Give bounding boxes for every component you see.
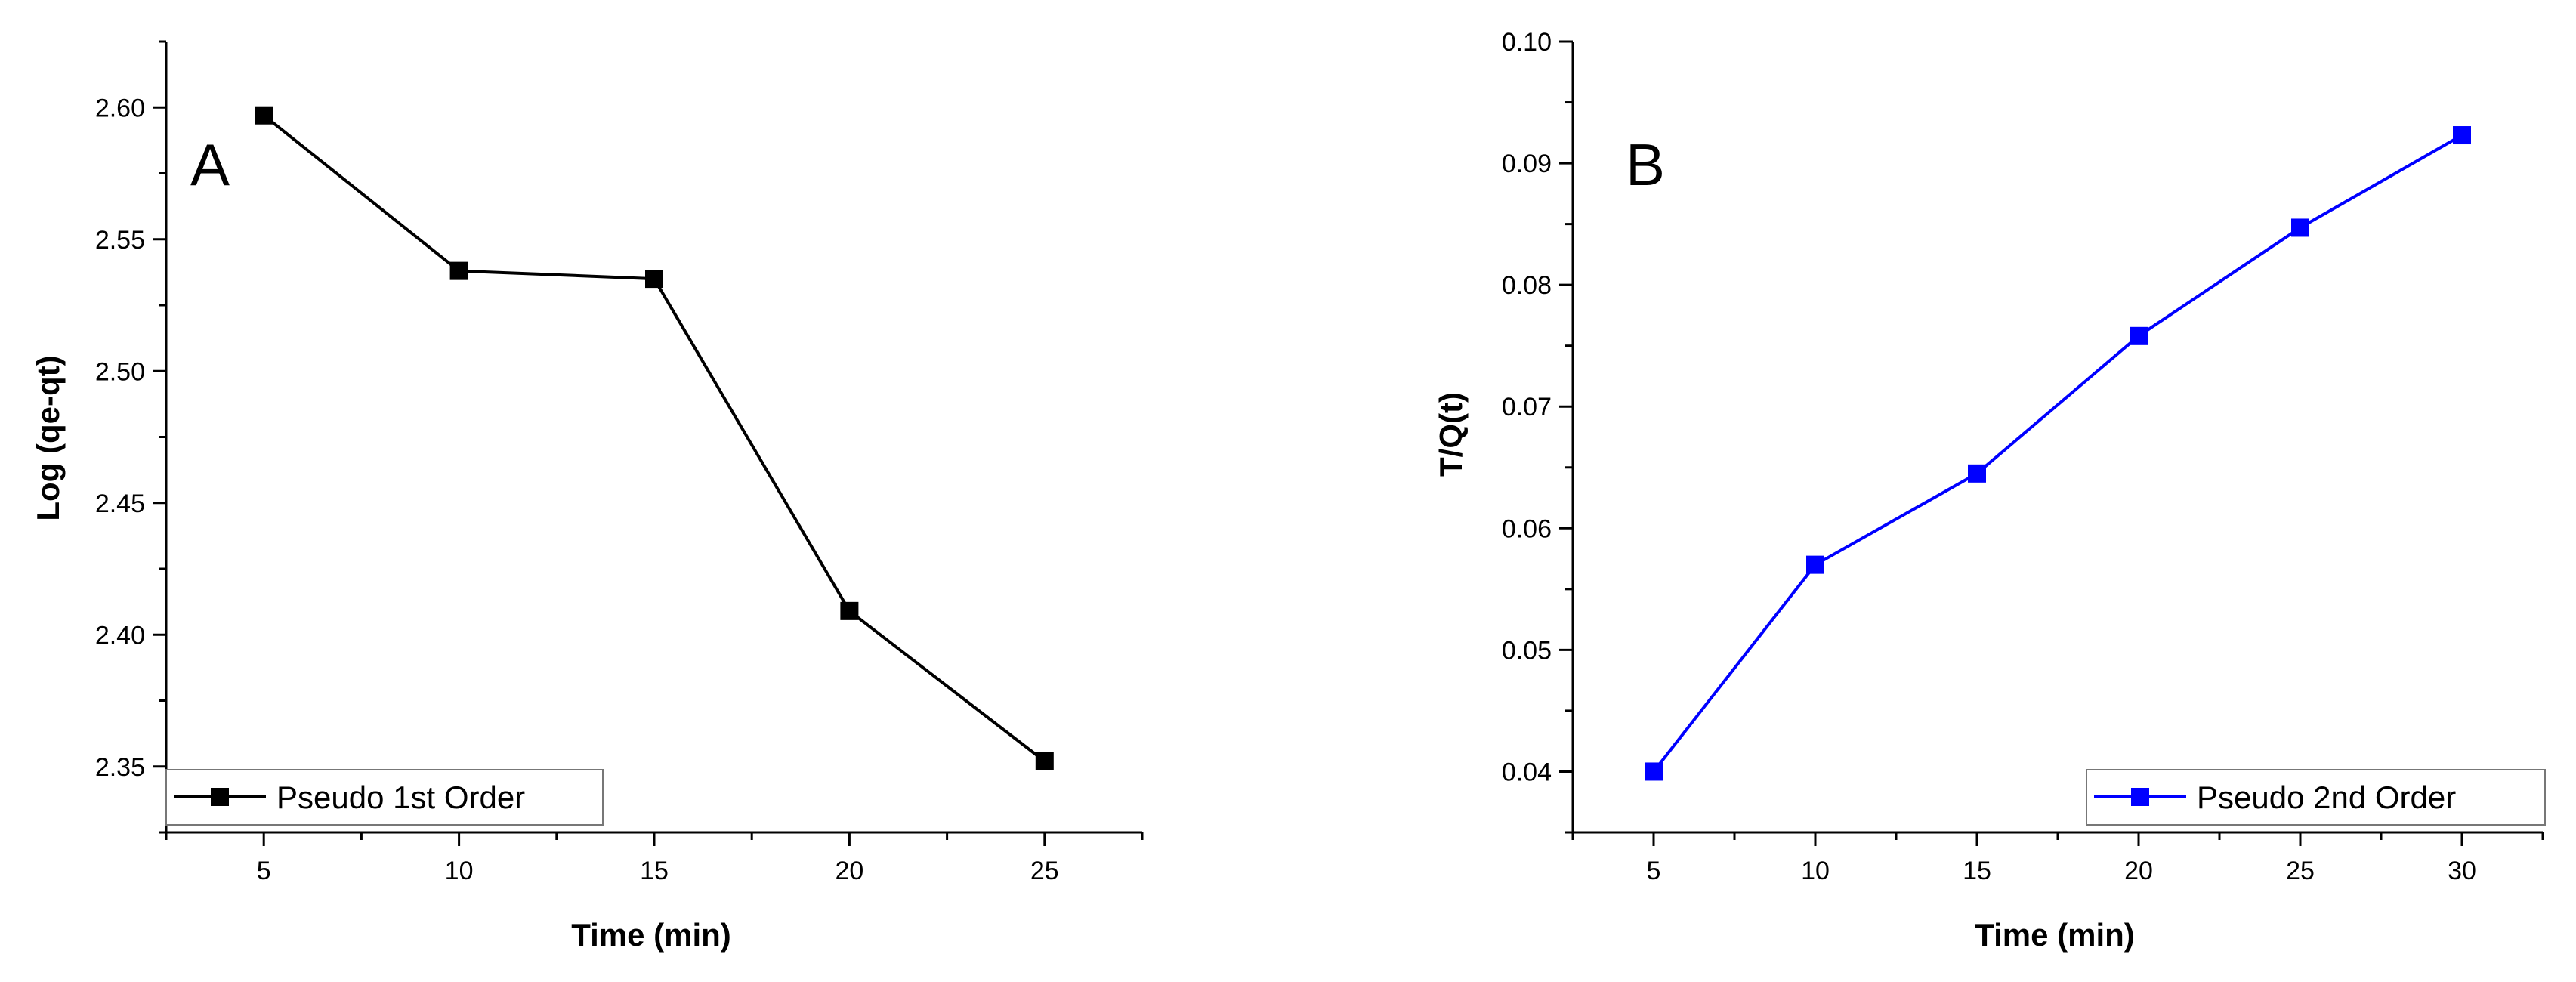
- y-tick-label-b: 0.08: [1502, 271, 1552, 300]
- panel-label-a: A: [190, 131, 230, 198]
- x-tick-label-b: 25: [2286, 857, 2315, 885]
- legend-b: Pseudo 2nd Order: [2086, 769, 2546, 826]
- data-point-b: [1968, 464, 1986, 483]
- x-tick-label-b: 10: [1801, 857, 1830, 885]
- data-point-b: [2291, 218, 2309, 237]
- y-tick-label-b: 0.04: [1502, 758, 1552, 786]
- series-a: [255, 106, 1054, 770]
- y-ticks-a: 2.35 2.40 2.45 2.50 2.55 2.60: [95, 40, 166, 834]
- x-tick-label-b: 30: [2448, 857, 2476, 885]
- x-tick-label-b: 15: [1963, 857, 1991, 885]
- series-line-a: [262, 114, 1046, 763]
- data-point-b: [2453, 126, 2471, 145]
- y-tick-label-b: 0.06: [1502, 514, 1552, 543]
- data-point-b: [2130, 326, 2148, 345]
- data-point-b: [1806, 555, 1824, 574]
- chart-panel-b: 5 10 15 20 25 30 0.04 0.05 0.06 0.07 0.08 0.09 0.10…: [1433, 28, 2546, 953]
- data-point-a: [255, 106, 273, 125]
- x-tick-label-b: 5: [1647, 857, 1661, 885]
- legend-marker-b: [2131, 788, 2149, 806]
- y-tick-label-a: 2.60: [95, 94, 145, 122]
- y-tick-label-a: 2.55: [95, 226, 145, 255]
- x-tick-label-a: 10: [445, 857, 474, 885]
- x-tick-label-a: 20: [835, 857, 863, 885]
- series-b: [1645, 126, 2471, 781]
- y-tick-label-b: 0.07: [1502, 393, 1552, 422]
- x-ticks-b: 5 10 15 20 25 30: [1571, 832, 2544, 885]
- y-axis-title-a: Log (qe-qt): [30, 355, 66, 520]
- legend-a: Pseudo 1st Order: [165, 769, 604, 826]
- y-tick-label-b: 0.09: [1502, 150, 1552, 178]
- legend-marker-a: [211, 788, 229, 806]
- y-tick-label-b: 0.05: [1502, 636, 1552, 665]
- data-point-a: [645, 270, 663, 289]
- y-ticks-b: 0.04 0.05 0.06 0.07 0.08 0.09 0.10: [1502, 28, 1573, 834]
- axes-a: [165, 42, 1142, 834]
- x-tick-label-b: 20: [2124, 857, 2153, 885]
- data-point-a: [1035, 752, 1054, 770]
- x-tick-label-a: 25: [1030, 857, 1059, 885]
- y-tick-label-a: 2.35: [95, 753, 145, 782]
- legend-label-b: Pseudo 2nd Order: [2197, 780, 2456, 815]
- chart-panel-a: 5 10 15 20 25 2.35 2.40 2.45 2.50 2.55 2.60 A Tim…: [30, 40, 1144, 953]
- y-tick-label-a: 2.40: [95, 621, 145, 650]
- y-tick-label-a: 2.50: [95, 357, 145, 386]
- y-tick-label-a: 2.45: [95, 489, 145, 518]
- x-tick-label-a: 15: [640, 857, 669, 885]
- y-tick-label-b: 0.10: [1502, 28, 1552, 57]
- x-tick-label-a: 5: [257, 857, 271, 885]
- panel-label-b: B: [1626, 131, 1665, 198]
- axes-b: [1571, 42, 2543, 834]
- data-point-a: [840, 601, 859, 620]
- x-ticks-a: 5 10 15 20 25: [165, 832, 1144, 885]
- y-axis-title-b: T/Q(t): [1433, 392, 1469, 477]
- x-axis-title-a: Time (min): [571, 917, 731, 953]
- x-axis-title-b: Time (min): [1975, 917, 2135, 953]
- data-point-b: [1645, 762, 1663, 781]
- series-line-b: [1652, 134, 2463, 773]
- legend-label-a: Pseudo 1st Order: [276, 780, 525, 815]
- data-point-a: [449, 261, 468, 280]
